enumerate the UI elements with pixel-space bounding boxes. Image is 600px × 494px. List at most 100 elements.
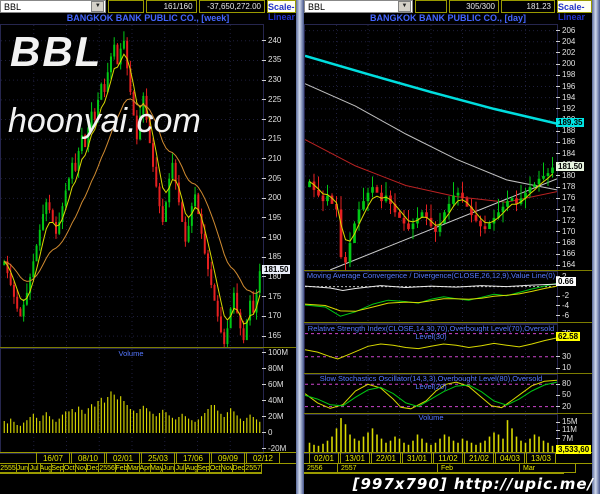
- recal-scale-button[interactable]: Recal Scale-Linear: [267, 0, 296, 22]
- right-edge-scrollstrip[interactable]: [592, 0, 600, 494]
- month-tick-cell: Mar: [520, 463, 576, 473]
- date-tick-box: 09/09: [211, 453, 245, 463]
- bar-count-field: 161/160: [145, 0, 197, 13]
- date-tick-box: 02/01: [309, 453, 339, 463]
- axis-tick-label: 60M: [262, 380, 284, 389]
- axis-tick-label: 192: [556, 104, 575, 113]
- axis-tick-label: 194: [556, 93, 575, 102]
- rsi-title: Relative Strength Index(CLOSE,14,30,70),…: [307, 324, 555, 341]
- last-value-label: 189.35: [556, 117, 585, 127]
- image-caption: [997x790] http://upic.me/: [352, 475, 594, 493]
- axis-tick-label: 7M: [556, 434, 573, 443]
- axis-tick-label: 200: [556, 59, 575, 68]
- pane-separator: [0, 347, 296, 348]
- date-tick-box: 17/06: [176, 453, 210, 463]
- month-tick-cell: Jul: [174, 463, 187, 473]
- axis-tick-label: 188: [556, 126, 575, 135]
- blank-field: [415, 0, 447, 13]
- axis-tick-label: 2: [556, 272, 566, 281]
- axis-tick-label: 235: [262, 55, 281, 64]
- weekly-chart-panel: BBL ▼ 161/160 -37,650,272.00 Recal Scale…: [0, 0, 296, 476]
- rsi-axis: 70301062.58: [556, 324, 592, 373]
- axis-tick-label: 180: [262, 272, 281, 281]
- axis-tick-label: 10: [556, 363, 571, 372]
- right-toolbar: BBL ▼ 305/300 181.23 Recal Scale-Linear: [304, 0, 592, 22]
- month-tick-cell: Jun: [17, 463, 29, 473]
- symbol-combobox[interactable]: BBL ▼: [0, 0, 107, 13]
- watermark-symbol: BBL: [10, 28, 103, 75]
- weekly-volume-pane[interactable]: Volume 100M 80M 60M 40M 20M 0 -20M: [0, 348, 296, 454]
- month-tick-cell: Sep: [198, 463, 210, 473]
- month-tick-cell: Aug: [40, 463, 53, 473]
- axis-tick-label: 178: [556, 182, 575, 191]
- axis-tick-label: 196: [556, 82, 575, 91]
- date-tick-box: 22/01: [371, 453, 401, 463]
- axis-tick-label: 165: [262, 331, 281, 340]
- recal-scale-button[interactable]: Recal Scale-Linear: [557, 0, 592, 22]
- axis-tick-label: -4: [556, 301, 569, 310]
- axis-tick-label: 174: [556, 205, 575, 214]
- daily-volume-pane[interactable]: Volume 15M 11M 7M 3,533,60: [304, 413, 592, 454]
- macd-plot[interactable]: [304, 271, 558, 324]
- daily-candle-plot[interactable]: [304, 24, 558, 272]
- axis-tick-label: 240: [262, 36, 281, 45]
- axis-tick-label: 170: [262, 311, 281, 320]
- month-tick-cell: Dec: [233, 463, 246, 473]
- symbol-combobox[interactable]: BBL ▼: [304, 0, 413, 13]
- axis-tick-label: -6: [556, 311, 569, 320]
- weekly-volume-plot[interactable]: [0, 348, 264, 454]
- month-tick-cell: 2557: [245, 463, 263, 473]
- daily-volume-axis: 15M 11M 7M 3,533,60: [556, 414, 592, 454]
- panel-splitter[interactable]: [296, 0, 304, 494]
- rsi-pane[interactable]: Relative Strength Index(CLOSE,14,30,70),…: [304, 324, 592, 375]
- axis-tick-label: 100M: [262, 348, 288, 357]
- last-value-label: 62.58: [556, 331, 581, 341]
- dropdown-arrow-icon[interactable]: ▼: [398, 1, 411, 12]
- dropdown-arrow-icon[interactable]: ▼: [91, 1, 105, 12]
- axis-tick-label: 225: [262, 95, 281, 104]
- axis-tick-label: 80: [556, 379, 571, 388]
- macd-pane[interactable]: Moving Average Convergence / Divergence(…: [304, 271, 592, 324]
- stochastics-axis: 80 50 20: [556, 374, 592, 413]
- axis-tick-label: 206: [556, 26, 575, 35]
- volume-pane-title: Volume: [418, 413, 444, 422]
- stochastics-pane[interactable]: Slow Stochastics Oscillator(14,3,3),Over…: [304, 374, 592, 415]
- month-tick-cell: Nov: [75, 463, 88, 473]
- pane-separator: [304, 413, 592, 414]
- weekly-candle-plot[interactable]: [0, 24, 264, 349]
- daily-price-pane[interactable]: 2062042022001981961941921901881861841821…: [304, 24, 592, 272]
- last-value-label: 3,533,60: [556, 444, 592, 454]
- date-tick-box: 21/02: [464, 453, 494, 463]
- axis-tick-label: 11M: [556, 425, 577, 434]
- axis-tick-label: 204: [556, 37, 575, 46]
- month-tick-cell: Oct: [63, 463, 76, 473]
- value-field: 181.23: [501, 0, 555, 13]
- axis-tick-label: 176: [556, 193, 575, 202]
- month-tick-cell: Apr: [139, 463, 152, 473]
- month-tick-cell: May: [151, 463, 164, 473]
- left-toolbar: BBL ▼ 161/160 -37,650,272.00 Recal Scale…: [0, 0, 296, 22]
- month-tick-cell: Nov: [221, 463, 234, 473]
- pane-separator: [304, 270, 592, 271]
- weekly-price-axis: 240 235 230 225 220 215 210 205 200 195 190 185 180 1…: [262, 24, 296, 347]
- date-tick-box: 08/10: [71, 453, 105, 463]
- axis-tick-label: -2: [556, 291, 569, 300]
- axis-tick-label: 186: [556, 137, 575, 146]
- date-tick-box: 02/12: [246, 453, 280, 463]
- daily-chart-panel: BBL ▼ 305/300 181.23 Recal Scale-Linear …: [304, 0, 592, 476]
- axis-tick-label: 30: [556, 352, 571, 361]
- daily-price-axis: 2062042022001981961941921901881861841821…: [556, 24, 592, 270]
- axis-tick-label: 230: [262, 75, 281, 84]
- month-tick-cell: Aug: [186, 463, 199, 473]
- date-tick-box: 13/03: [526, 453, 556, 463]
- month-tick-cell: 2556: [304, 463, 338, 473]
- date-tick-box: 31/01: [402, 453, 432, 463]
- axis-tick-label: 20M: [262, 412, 284, 421]
- date-tick-box: 04/03: [495, 453, 525, 463]
- watermark-site: hoonyai.com: [8, 102, 201, 140]
- symbol-value: BBL: [308, 1, 326, 12]
- axis-tick-label: 50: [556, 390, 571, 399]
- macd-title: Moving Average Convergence / Divergence(…: [306, 271, 556, 280]
- weekly-price-pane[interactable]: BBL hoonyai.com 240 235 230 225 220 215 210 205…: [0, 24, 296, 349]
- date-tick-box: 02/01: [106, 453, 140, 463]
